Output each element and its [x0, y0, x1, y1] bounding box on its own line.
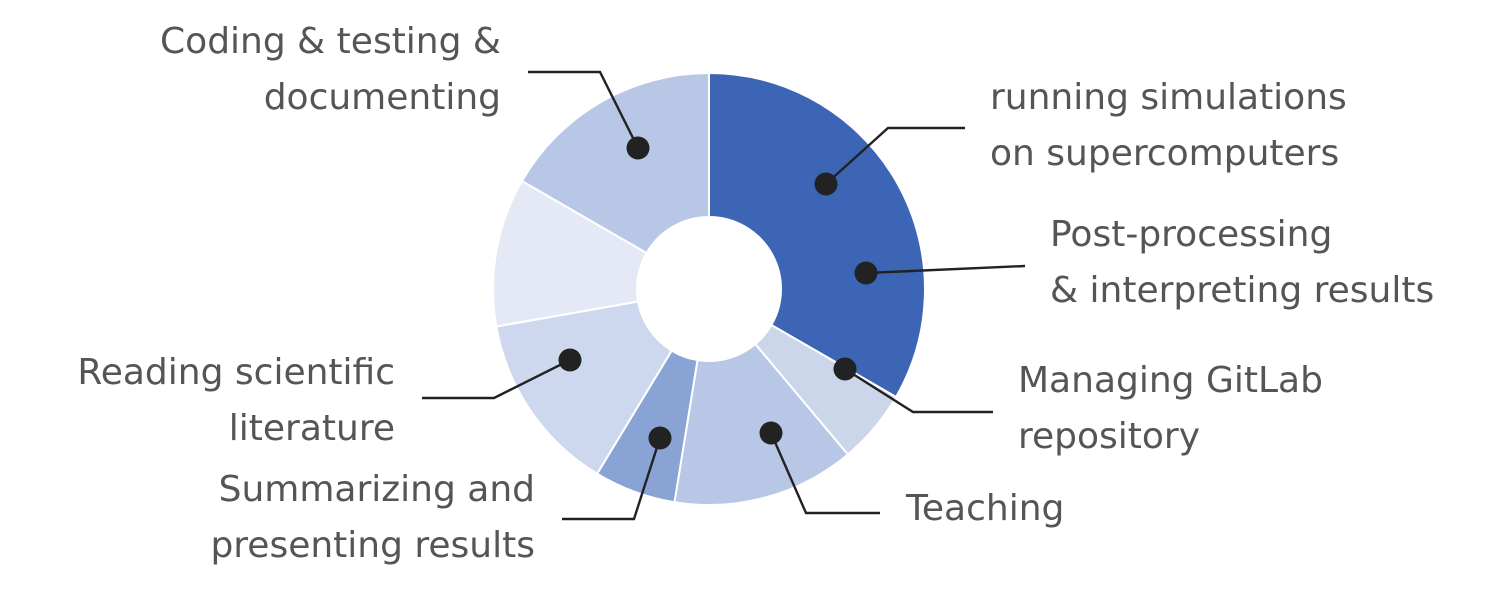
label-reading: Reading scientific literature — [77, 352, 395, 449]
leader-dot-2 — [854, 261, 878, 285]
label-summarizing: Summarizing and presenting results — [210, 469, 535, 566]
leader-dot-4 — [759, 421, 783, 445]
slice-5 — [492, 179, 649, 328]
leader-line-4 — [769, 432, 880, 515]
label-coding: Coding & testing & documenting — [160, 21, 501, 118]
leader-line-2 — [865, 264, 1026, 275]
leader-line-0 — [528, 70, 640, 149]
label-simulations: running simulations on supercomputers — [990, 77, 1347, 174]
leader-dot-3 — [833, 357, 857, 381]
slice-2 — [673, 342, 850, 506]
leader-line-1 — [825, 126, 965, 185]
leader-dot-1 — [814, 172, 838, 196]
label-teaching: Teaching — [906, 488, 1065, 529]
leader-dot-6 — [558, 348, 582, 372]
slice-6 — [520, 71, 710, 255]
leader-line-3 — [844, 367, 993, 414]
leader-line-6 — [422, 358, 571, 400]
label-postprocessing: Post-processing & interpreting results — [1050, 214, 1435, 311]
slice-0 — [708, 71, 926, 399]
leader-dot-0 — [626, 136, 650, 160]
leader-dot-5 — [648, 426, 672, 450]
slice-4 — [495, 300, 674, 476]
label-gitlab: Managing GitLab repository — [1018, 360, 1323, 457]
leader-line-5 — [562, 437, 662, 521]
